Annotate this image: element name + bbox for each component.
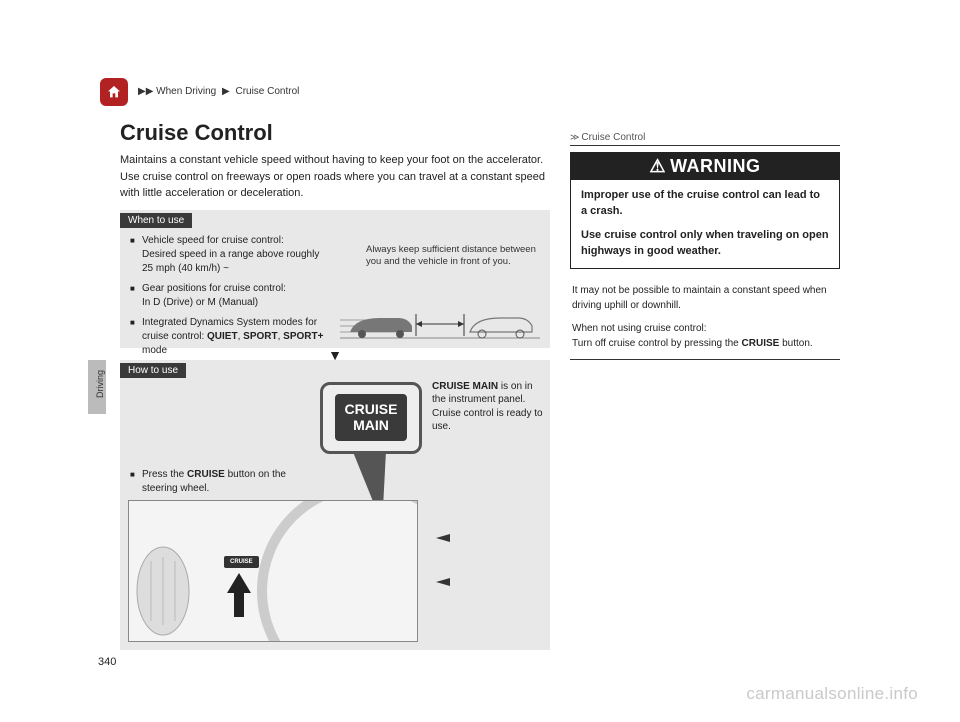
side-section-label: Driving [95,370,105,398]
warning-title: WARNING [571,153,839,180]
up-arrow-icon [227,573,251,617]
thumb-illustration [133,521,213,641]
how-to-use-panel: How to use CRUISE MAIN CRUISE MAIN is on… [120,360,550,650]
indicator-line2: MAIN [353,417,389,433]
distance-note: Always keep sufficient distance between … [366,244,536,269]
page-title: Cruise Control [120,120,550,146]
home-icon[interactable] [100,78,128,106]
note-box: It may not be possible to maintain a con… [570,277,840,360]
list-item: Integrated Dynamics System modes for cru… [130,316,330,358]
breadcrumb-sep: ▶ [222,86,230,97]
item-detail: In D (Drive) or M (Manual) [142,297,258,308]
warning-p1: Improper use of the cruise control can l… [581,188,829,220]
mode: SPORT [243,331,277,342]
watermark: carmanualsonline.info [746,684,918,704]
item-label: Vehicle speed for cruise control: [142,235,284,246]
list-item: Gear positions for cruise control: In D … [130,282,330,310]
intro-text: Maintains a constant vehicle speed witho… [120,152,550,202]
press-cruise-text: Press the CRUISE button on the steering … [130,468,300,496]
page-number: 340 [98,656,116,668]
warning-box: WARNING Improper use of the cruise contr… [570,152,840,269]
note-p1: It may not be possible to maintain a con… [572,283,838,313]
note-p2: When not using cruise control: Turn off … [572,321,838,351]
panel-tab: When to use [120,213,192,228]
pointer-marks [436,534,450,622]
steering-wheel-illustration: CRUISE [128,500,418,642]
mode: SPORT+ [283,331,323,342]
warning-p2: Use cruise control only when traveling o… [581,228,829,260]
breadcrumb-item: Cruise Control [235,86,299,97]
indicator-line1: CRUISE [345,401,398,417]
item-detail: Desired speed in a range above roughly 2… [142,249,319,274]
when-to-use-panel: When to use Vehicle speed for cruise con… [120,210,550,348]
callout-bold: CRUISE MAIN [432,381,498,392]
list-item: Vehicle speed for cruise control: Desire… [130,234,330,276]
breadcrumb: ▶▶ When Driving ▶ Cruise Control [138,86,299,97]
breadcrumb-item: When Driving [156,86,216,97]
callout-sub: Cruise control is ready to use. [432,408,543,433]
cruise-button-label: CRUISE [224,556,259,568]
cruise-main-indicator: CRUISE MAIN [320,382,422,454]
panel-tab: How to use [120,363,186,378]
breadcrumb-sep: ▶▶ [138,86,153,97]
house-icon [106,84,122,100]
sidebar-header: Cruise Control [570,132,840,146]
item-label: Gear positions for cruise control: [142,283,286,294]
callout-text: CRUISE MAIN is on in the instrument pane… [432,380,548,434]
mode: QUIET [207,331,238,342]
car-distance-diagram [340,302,540,342]
